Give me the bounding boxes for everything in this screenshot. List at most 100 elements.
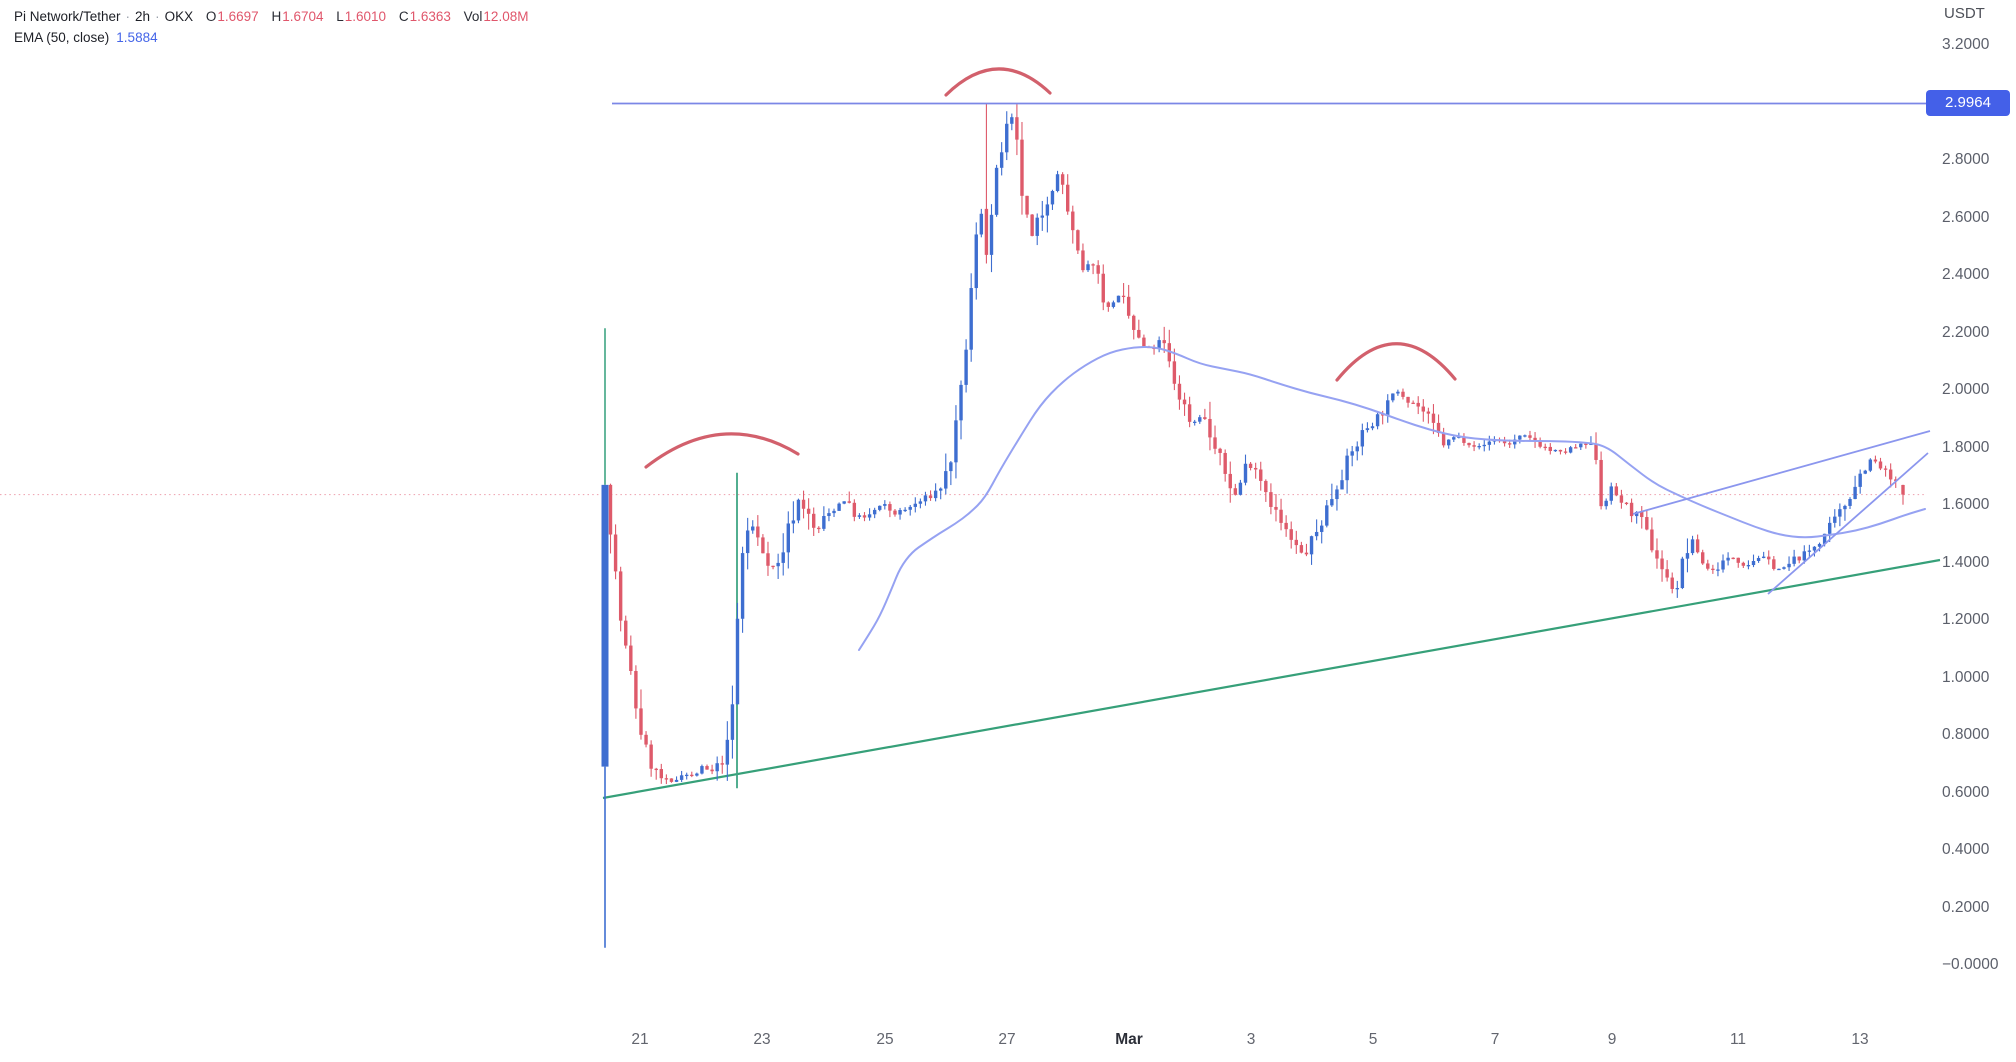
candle-body <box>613 534 618 572</box>
candle-body <box>1675 588 1679 590</box>
candle-body <box>1330 499 1334 506</box>
candle-body <box>1538 441 1542 447</box>
interval-label[interactable]: 2h <box>135 9 151 24</box>
time-axis[interactable]: 21 23 25 27 Mar 3 5 7 9 11 13 <box>0 1022 2016 1062</box>
candle-body <box>893 510 897 515</box>
candle-body <box>1269 492 1273 507</box>
candle-body <box>964 349 968 385</box>
legend-ema-row: EMA (50, close) 1.5884 <box>14 27 528 48</box>
candle-body <box>639 708 643 735</box>
y-axis-tick: 2.6000 <box>1942 208 1990 226</box>
ema-50-line[interactable] <box>858 345 1926 651</box>
ema-indicator-label[interactable]: EMA (50, close) <box>14 30 110 45</box>
candle-body <box>888 504 892 511</box>
candle-body <box>1640 511 1644 518</box>
candle-body <box>1487 441 1492 445</box>
candle-body <box>669 778 674 782</box>
candle-body <box>1452 437 1456 440</box>
candle-body <box>1746 565 1751 567</box>
candle-body <box>659 769 663 779</box>
price-axis[interactable]: USDT 3.2000 2.8000 2.6000 2.4000 2.2000 2.000… <box>1926 0 2016 1020</box>
candle-body <box>674 779 679 782</box>
candle-body <box>1660 558 1664 570</box>
candle-body <box>832 510 836 514</box>
candle-body <box>1711 568 1715 571</box>
candle-body <box>913 503 917 507</box>
candle-body <box>649 744 653 769</box>
y-axis-tick: 2.4000 <box>1942 266 1990 283</box>
candle-body <box>1187 404 1192 422</box>
channel-upper[interactable] <box>1632 430 1931 515</box>
candle-body <box>903 509 907 512</box>
candle-body <box>1411 402 1415 405</box>
candle-body <box>1716 569 1720 571</box>
candle-body <box>1731 557 1735 560</box>
candle-body <box>1431 413 1436 423</box>
candle-body <box>1848 499 1852 506</box>
candle-body <box>1655 550 1659 559</box>
candle-body <box>1325 505 1329 526</box>
candle-body <box>1462 436 1466 443</box>
channel-lower[interactable] <box>1767 452 1929 595</box>
right-shoulder-arc[interactable] <box>1335 342 1457 382</box>
candle-body <box>1878 461 1883 469</box>
candle-body <box>1193 421 1197 423</box>
candle-body <box>1111 302 1116 307</box>
candle-body <box>1901 484 1905 495</box>
candle-body <box>1772 559 1776 569</box>
candle-body <box>857 515 862 517</box>
candle-body <box>1650 529 1654 551</box>
candle-body <box>791 520 796 524</box>
candle-body <box>949 462 953 472</box>
candle-body <box>1863 470 1867 474</box>
y-axis-tick: 2.2000 <box>1942 323 1990 341</box>
left-shoulder-arc[interactable] <box>644 432 800 469</box>
ascending-support[interactable] <box>602 558 1941 800</box>
candle-body <box>847 501 851 503</box>
high-value: 1.6704 <box>282 9 324 24</box>
candle-body <box>1360 430 1365 447</box>
candlestick-series <box>608 103 1905 785</box>
candle-body <box>1299 545 1304 553</box>
candle-body <box>1701 552 1705 564</box>
candle-body <box>1563 451 1568 453</box>
candle-body <box>629 645 633 671</box>
candle-body <box>1548 446 1552 452</box>
candle-body <box>842 501 846 504</box>
candle-body <box>1401 391 1405 397</box>
y-axis-tick: 0.6000 <box>1942 783 1990 801</box>
resistance-price-label: 2.9964 <box>1926 90 2010 116</box>
candle-body <box>1441 432 1446 446</box>
candle-body <box>1843 505 1847 510</box>
candle-body <box>1106 302 1111 307</box>
candle-body <box>1040 215 1044 218</box>
candle-body <box>1091 264 1095 266</box>
candle-body <box>1858 473 1862 487</box>
candle-body <box>1309 536 1314 555</box>
volume-group: Vol12.08M <box>463 9 529 24</box>
candle-body <box>999 152 1004 168</box>
candle-body <box>1767 556 1771 560</box>
candle-body <box>1782 567 1786 569</box>
candle-body <box>1726 557 1730 561</box>
candle-body <box>710 769 714 772</box>
candle-body <box>1426 411 1431 414</box>
candle-body <box>1695 539 1700 553</box>
high-group: H1.6704 <box>271 9 324 24</box>
candle-body <box>761 537 765 554</box>
candle-body <box>959 384 963 421</box>
separator: · <box>155 9 160 24</box>
head-arc[interactable] <box>944 67 1052 97</box>
candle-body <box>1010 117 1014 124</box>
candle-body <box>1868 459 1873 471</box>
candle-body <box>1574 447 1578 449</box>
candle-body <box>1172 361 1177 384</box>
candle-body <box>786 523 790 553</box>
candle-body <box>1624 502 1629 505</box>
candle-body <box>1594 443 1598 460</box>
candle-body <box>1345 455 1349 481</box>
candle-body <box>1030 214 1034 236</box>
candle-body <box>1634 511 1639 517</box>
